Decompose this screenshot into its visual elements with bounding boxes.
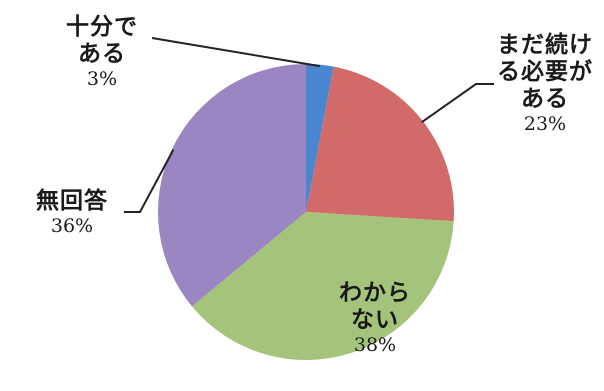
slice-name-line: る必要が (497, 59, 593, 86)
slice-value-label: 23% (523, 113, 567, 136)
slice-name-line: わから (339, 280, 411, 306)
label-mukaitou: 無回答 36% (22, 188, 122, 238)
label-juubun-de-aru: 十分で ある 3% (50, 14, 154, 91)
pie-slice-3 (157, 64, 306, 307)
slice-name-line: 十分で (66, 14, 138, 40)
slice-value-label: 36% (50, 215, 94, 238)
slice-name-line: ある (521, 86, 569, 113)
leader-line-mada (421, 83, 494, 124)
pie-slice-1 (306, 66, 455, 222)
slice-name-line: 無回答 (36, 188, 108, 214)
pie-slices (157, 64, 455, 361)
slice-value-label: 38% (353, 334, 397, 357)
label-mada-tsuzukeru: まだ続け る必要が ある 23% (490, 32, 600, 136)
slice-value-label: 3% (86, 68, 118, 91)
pie-slice-0 (306, 64, 334, 212)
slice-name-line: まだ続け (497, 32, 593, 58)
slice-name-line: ある (78, 41, 126, 68)
leader-line-juubun (151, 37, 320, 68)
pie-slice-2 (191, 212, 454, 361)
leader-line-mukaitou (124, 149, 175, 213)
label-wakaranai: わから ない 38% (320, 280, 430, 357)
leader-lines (124, 37, 494, 213)
slice-name-line: ない (351, 307, 399, 334)
